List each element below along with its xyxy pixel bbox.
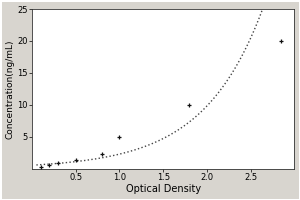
Y-axis label: Concentration(ng/mL): Concentration(ng/mL) [6, 39, 15, 139]
X-axis label: Optical Density: Optical Density [126, 184, 201, 194]
